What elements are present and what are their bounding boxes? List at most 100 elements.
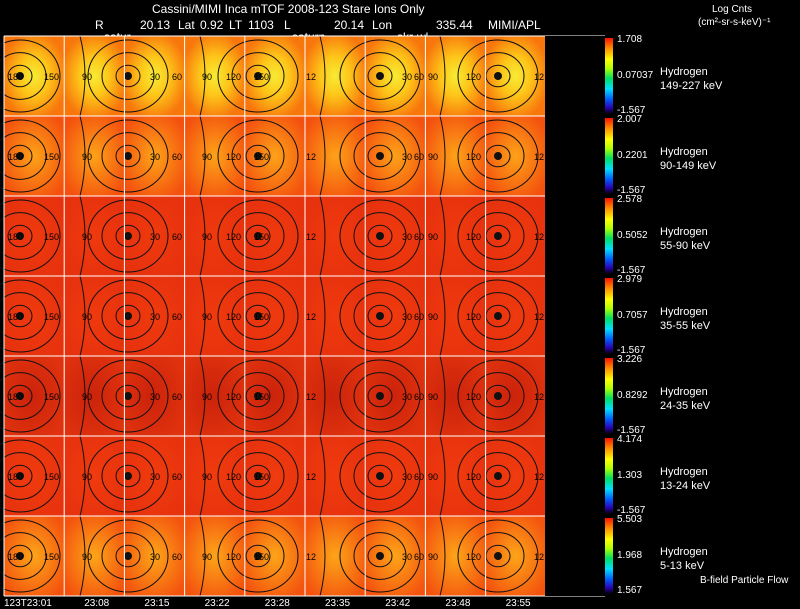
heatmap-cell — [305, 196, 366, 276]
contour-label: 120 — [226, 552, 241, 562]
contour-label: 90 — [428, 472, 438, 482]
contour-label: 90 — [428, 72, 438, 82]
planet-marker — [376, 312, 384, 320]
contour-label: 12 — [534, 152, 544, 162]
contour-line — [0, 519, 61, 593]
r-value: 20.13 — [140, 18, 171, 32]
planet-marker — [254, 392, 262, 400]
contour-line — [367, 144, 393, 168]
colorbar-min-label: -1.567 — [617, 425, 646, 436]
contour-line — [439, 435, 446, 517]
contour-label: 60 — [172, 312, 182, 322]
contour-label: 30 — [150, 552, 160, 562]
contour-label: 180 — [8, 472, 23, 482]
contour-line — [231, 212, 285, 260]
colorbar — [605, 278, 613, 354]
contour-line — [457, 119, 539, 193]
contour-line — [245, 64, 271, 88]
contour-line — [471, 132, 525, 180]
contour-label: 30 — [402, 472, 412, 482]
contour-line — [457, 519, 539, 593]
contour-label: 120 — [466, 392, 481, 402]
contour-line — [439, 355, 446, 437]
heatmap-cell — [64, 356, 125, 436]
contour-line — [353, 292, 407, 340]
contour-line — [439, 275, 446, 357]
planet-marker — [376, 152, 384, 160]
contour-line — [367, 384, 393, 408]
heatmap-cell — [4, 356, 65, 436]
species-label: Hydrogen — [660, 306, 708, 318]
contour-line — [7, 144, 33, 168]
contour-label: 60 — [172, 152, 182, 162]
species-label: Hydrogen — [660, 546, 708, 558]
contour-line — [457, 279, 539, 353]
heatmap-cell — [4, 436, 65, 516]
colorbar-min-label: -1.567 — [617, 185, 646, 196]
planet-marker — [494, 312, 502, 320]
lt-value: 1103 — [248, 18, 274, 32]
contour-label: 90 — [202, 312, 212, 322]
contour-line — [457, 439, 539, 513]
contour-label: 30 — [402, 312, 412, 322]
contour-line — [7, 384, 33, 408]
planet-marker — [376, 72, 384, 80]
contour-label: 30 — [402, 72, 412, 82]
contour-label: 90 — [202, 472, 212, 482]
contour-line — [367, 304, 393, 328]
org-label: MIMI/APL — [488, 18, 541, 32]
contour-line — [353, 132, 407, 180]
contour-line — [79, 195, 86, 277]
contour-line — [319, 355, 326, 437]
contour-line — [101, 532, 155, 580]
l-value: 20.14 — [334, 18, 365, 32]
planet-marker — [494, 472, 502, 480]
heatmap-cell — [305, 436, 366, 516]
contour-label: 180 — [8, 392, 23, 402]
planet-marker — [376, 552, 384, 560]
contour-label: 12 — [306, 232, 316, 242]
planet-marker — [376, 392, 384, 400]
planet-marker — [16, 392, 24, 400]
contour-label: 90 — [202, 152, 212, 162]
contour-line — [199, 195, 206, 277]
contour-line — [245, 464, 271, 488]
contour-line — [7, 544, 33, 568]
colorbar-mid-label: 0.2201 — [617, 150, 648, 161]
contour-line — [0, 119, 61, 193]
colorbar — [605, 198, 613, 274]
contour-label: 12 — [306, 552, 316, 562]
contour-label: 60 — [172, 472, 182, 482]
heatmap-cell — [425, 36, 486, 116]
heatmap-cell — [184, 36, 245, 116]
contour-line — [115, 304, 141, 328]
planet-marker — [254, 312, 262, 320]
contour-line — [231, 52, 285, 100]
lon-label: Lon — [372, 18, 393, 32]
time-tick-label: 23:48 — [445, 598, 471, 609]
contour-line — [217, 279, 299, 353]
colorbar-min-label: -1.567 — [617, 505, 646, 516]
heatmap-cell — [184, 436, 245, 516]
contour-line — [199, 115, 206, 197]
lon-value: 335.44 — [436, 18, 473, 32]
contour-label: 30 — [150, 472, 160, 482]
contour-label: 60 — [414, 312, 424, 322]
planet-marker — [494, 72, 502, 80]
contour-line — [101, 372, 155, 420]
contour-line — [353, 52, 407, 100]
contour-label: 150 — [254, 312, 269, 322]
time-tick-label: 23:08 — [84, 598, 110, 609]
planet-marker — [124, 472, 132, 480]
contour-line — [439, 115, 446, 197]
contour-label: 90 — [428, 232, 438, 242]
unit-line-1: Log Cnts — [712, 4, 753, 15]
contour-line — [339, 199, 421, 273]
contour-label: 60 — [172, 232, 182, 242]
contour-label: 60 — [172, 392, 182, 402]
contour-label: 180 — [8, 72, 23, 82]
contour-label: 90 — [202, 72, 212, 82]
contour-line — [245, 224, 271, 248]
contour-line — [87, 279, 169, 353]
contour-line — [217, 439, 299, 513]
